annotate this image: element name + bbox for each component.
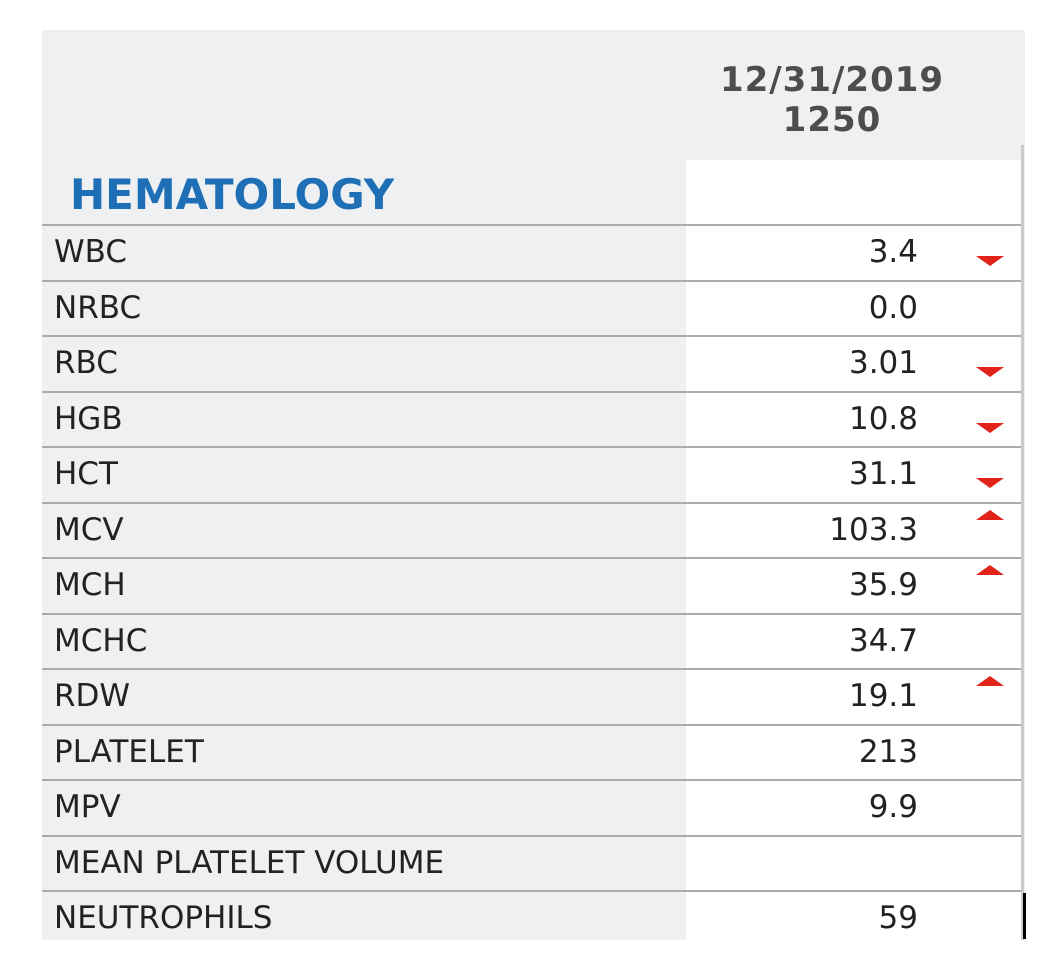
result-time[interactable]: 1250 bbox=[782, 100, 882, 140]
test-name: MEAN PLATELET VOLUME bbox=[54, 844, 445, 881]
result-row[interactable]: RDW 19.1 bbox=[42, 668, 1021, 724]
test-value[interactable]: 31.1 bbox=[848, 456, 918, 492]
high-flag-icon bbox=[976, 509, 1004, 520]
result-row[interactable]: NEUTROPHILS 59 bbox=[42, 890, 1021, 946]
test-value[interactable]: 3.01 bbox=[848, 345, 918, 381]
lab-results-panel: 12/31/2019 1250 HEMATOLOGY WBC 3.4 NRBC 0.… bbox=[42, 30, 1025, 940]
test-name: NEUTROPHILS bbox=[54, 900, 273, 936]
test-value[interactable]: 35.9 bbox=[848, 567, 918, 603]
result-row[interactable]: MCHC 34.7 bbox=[42, 612, 1021, 669]
result-row[interactable]: NRBC 0.0 bbox=[42, 279, 1021, 336]
test-name: MCHC bbox=[54, 622, 148, 659]
test-name: RBC bbox=[54, 345, 118, 381]
high-flag-icon bbox=[976, 565, 1004, 575]
results-table: WBC 3.4 NRBC 0.0 RBC 3.01 HGB 10.8 HCT 31.1 M… bbox=[42, 224, 1021, 946]
test-name: NRBC bbox=[54, 289, 142, 326]
result-row[interactable]: PLATELET 213 bbox=[42, 723, 1021, 780]
test-name: MCH bbox=[54, 567, 126, 603]
section-title: HEMATOLOGY bbox=[70, 170, 395, 219]
test-value[interactable]: 59 bbox=[878, 900, 918, 936]
result-row[interactable]: MCH 35.9 bbox=[42, 557, 1021, 613]
test-value[interactable]: 3.4 bbox=[868, 234, 918, 270]
value-column bbox=[686, 160, 1021, 940]
result-row[interactable]: MEAN PLATELET VOLUME bbox=[42, 834, 1021, 891]
low-flag-icon bbox=[976, 422, 1004, 433]
test-name: HGB bbox=[54, 400, 123, 437]
test-name: PLATELET bbox=[54, 733, 204, 770]
result-row[interactable]: MPV 9.9 bbox=[42, 779, 1021, 835]
test-name: RDW bbox=[54, 678, 131, 714]
low-flag-icon bbox=[976, 367, 1004, 377]
test-value[interactable]: 10.8 bbox=[848, 400, 918, 437]
text-cursor bbox=[1023, 893, 1026, 939]
high-flag-icon bbox=[976, 676, 1004, 686]
test-value[interactable]: 0.0 bbox=[868, 289, 918, 326]
column-divider bbox=[1021, 145, 1024, 940]
test-name: WBC bbox=[54, 234, 128, 270]
test-value[interactable]: 34.7 bbox=[848, 622, 918, 659]
low-flag-icon bbox=[976, 256, 1004, 266]
result-row[interactable]: MCV 103.3 bbox=[42, 501, 1021, 558]
low-flag-icon bbox=[976, 478, 1004, 488]
test-value[interactable]: 19.1 bbox=[848, 678, 918, 714]
test-value[interactable] bbox=[686, 837, 918, 890]
test-value[interactable]: 213 bbox=[858, 733, 918, 770]
test-value[interactable]: 103.3 bbox=[829, 511, 918, 548]
test-name: HCT bbox=[54, 456, 118, 492]
column-header: 12/31/2019 1250 bbox=[42, 30, 1025, 152]
result-row[interactable]: RBC 3.01 bbox=[42, 335, 1021, 391]
test-name: MPV bbox=[54, 789, 121, 825]
result-row[interactable]: HCT 31.1 bbox=[42, 446, 1021, 502]
result-date[interactable]: 12/31/2019 bbox=[719, 60, 945, 100]
test-name: MCV bbox=[54, 511, 124, 548]
result-row[interactable]: WBC 3.4 bbox=[42, 224, 1021, 280]
test-value[interactable]: 9.9 bbox=[868, 789, 918, 825]
result-row[interactable]: HGB 10.8 bbox=[42, 390, 1021, 447]
